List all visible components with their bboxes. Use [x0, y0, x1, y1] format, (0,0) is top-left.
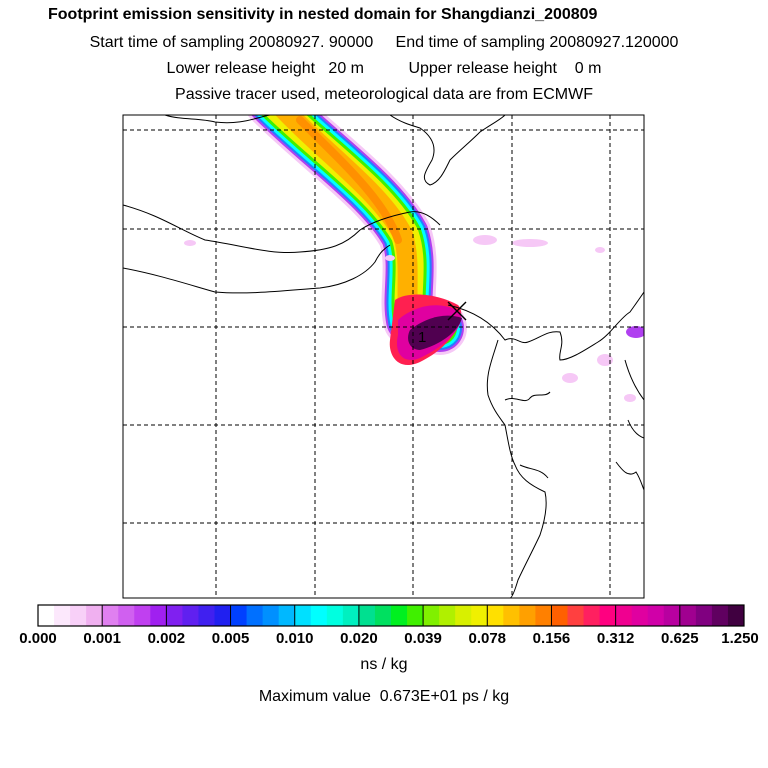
colorbar-swatch: [551, 605, 568, 626]
colorbar-swatch: [38, 605, 55, 626]
tracer-info-line: Passive tracer used, meteorological data…: [175, 86, 593, 103]
coast-jiangsu: [486, 339, 547, 598]
colorbar-swatch: [583, 605, 601, 626]
colorbar-swatch: [599, 605, 617, 626]
colorbar-swatch: [326, 605, 344, 626]
sampling-time-line: Start time of sampling 20080927. 90000 E…: [89, 34, 679, 51]
colorbar-tick-label: 1.250: [721, 630, 759, 647]
colorbar-swatch: [262, 605, 280, 626]
colorbar-swatch: [407, 605, 424, 626]
colorbar-swatch: [86, 605, 103, 626]
colorbar-swatch: [647, 605, 665, 626]
colorbar-swatch: [631, 605, 649, 626]
chart-title: Footprint emission sensitivity in nested…: [48, 6, 598, 23]
coast-bohai-north: [389, 115, 506, 186]
release-height-line: Lower release height 20 m Upper release …: [166, 60, 602, 77]
colorbar-units: ns / kg: [360, 656, 408, 673]
gridlines: [123, 115, 644, 598]
colorbar-swatch: [278, 605, 296, 626]
colorbar-tick-label: 0.010: [275, 630, 314, 647]
coast-detail-3: [615, 461, 644, 491]
colorbar-swatch: [214, 605, 232, 626]
colorbar-swatch: [727, 605, 745, 626]
colorbar-swatch: [374, 605, 392, 626]
colorbar-swatch: [679, 605, 697, 626]
colorbar-swatch: [471, 605, 488, 626]
coastlines: [123, 115, 644, 598]
plume-band-darkorange: [296, 116, 402, 244]
coast-detail-1: [504, 391, 551, 402]
colorbar-swatch: [423, 605, 440, 626]
colorbar-swatch: [182, 605, 199, 626]
border-line-1: [123, 204, 441, 254]
colorbar-swatch: [230, 605, 248, 626]
colorbar-tick-label: 0.001: [83, 630, 121, 647]
border-line-3: [164, 115, 271, 124]
colorbar: [38, 605, 745, 626]
coast-detail-2: [519, 464, 549, 479]
map-frame: [122, 114, 645, 599]
colorbar-swatch: [150, 605, 167, 626]
colorbar-swatch: [695, 605, 713, 626]
colorbar-swatch: [294, 605, 312, 626]
colorbar-tick-label: 0.039: [404, 630, 442, 647]
colorbar-tick-label: 0.000: [19, 630, 57, 647]
colorbar-tick-label: 0.312: [596, 630, 635, 647]
colorbar-swatch: [358, 605, 376, 626]
colorbar-swatch: [166, 605, 183, 626]
maximum-value-text: Maximum value 0.673E+01 ps / kg: [258, 688, 510, 705]
colorbar-tick-label: 0.020: [340, 630, 378, 647]
colorbar-swatch: [503, 605, 520, 626]
colorbar-swatch: [535, 605, 552, 626]
colorbar-swatch: [70, 605, 87, 626]
coast-east: [624, 359, 644, 401]
border-line-2: [123, 244, 391, 294]
coast-detail-4: [627, 419, 644, 439]
colorbar-swatch: [615, 605, 633, 626]
colorbar-tick-label: 0.078: [468, 630, 507, 647]
colorbar-swatch: [310, 605, 328, 626]
plume-core-dark: [408, 315, 462, 350]
colorbar-swatch: [134, 605, 151, 626]
colorbar-swatch: [439, 605, 456, 626]
colorbar-tick-label: 0.625: [661, 630, 699, 647]
plume-layer: [184, 115, 644, 402]
faint-patches: [184, 235, 636, 402]
colorbar-swatch: [663, 605, 681, 626]
colorbar-swatch: [455, 605, 472, 626]
colorbar-swatch: [246, 605, 264, 626]
colorbar-swatch: [567, 605, 585, 626]
colorbar-swatch: [102, 605, 119, 626]
colorbar-swatch: [519, 605, 536, 626]
colorbar-swatch: [342, 605, 360, 626]
colorbar-swatch: [54, 605, 71, 626]
colorbar-tick-label: 0.002: [147, 630, 186, 647]
release-label: 1: [418, 329, 426, 346]
coast-shandong: [447, 291, 644, 361]
colorbar-swatch: [711, 605, 729, 626]
colorbar-tick-label: 0.005: [211, 630, 250, 647]
colorbar-swatch: [391, 605, 408, 626]
colorbar-tick-label: 0.156: [532, 630, 571, 647]
colorbar-swatch: [118, 605, 135, 626]
release-site-marker: [447, 301, 467, 321]
colorbar-frame: [37, 604, 745, 627]
east-patch: [626, 326, 644, 338]
colorbar-swatch: [198, 605, 215, 626]
colorbar-swatch: [487, 605, 504, 626]
